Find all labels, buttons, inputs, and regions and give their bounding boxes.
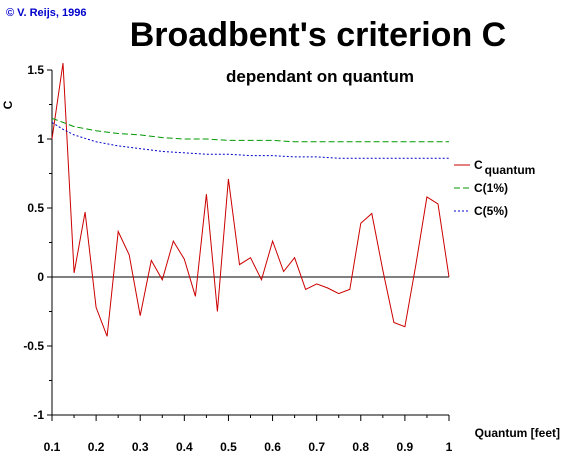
copyright-text: © V. Reijs, 1996 xyxy=(6,7,86,19)
series-line-1 xyxy=(51,63,450,337)
legend-label-subscript: quantum xyxy=(485,163,536,177)
y-tick-label: 1 xyxy=(37,132,44,146)
chart-subtitle: dependant on quantum xyxy=(226,67,414,86)
plot-area xyxy=(51,63,450,337)
x-tick-label: 0.2 xyxy=(88,440,105,454)
series-line-2 xyxy=(51,117,449,143)
legend-label-3: C(5%) xyxy=(474,204,508,218)
axes: 1.5 1 0.5 0 -0.5 -1 0.1 0.2 0.3 0.4 0.5 0.6 0.7 0.8 0.… xyxy=(23,63,452,454)
y-axis-label: C xyxy=(1,100,15,109)
x-tick-label: 0.9 xyxy=(397,440,414,454)
x-tick-label: 0.3 xyxy=(132,440,149,454)
x-tick-label: 0.8 xyxy=(352,440,369,454)
x-tick-label: 0.4 xyxy=(176,440,193,454)
x-tick-label: 0.5 xyxy=(220,440,237,454)
x-tick-label: 0.6 xyxy=(264,440,281,454)
chart-title: Broadbent's criterion C xyxy=(130,16,506,54)
y-tick-label: 0 xyxy=(37,270,44,284)
x-axis-label: Quantum [feet] xyxy=(475,426,560,440)
y-tick-label: -1 xyxy=(33,408,44,422)
legend-label-2: C(1%) xyxy=(474,181,508,195)
series-line-3 xyxy=(51,121,449,159)
x-tick-label: 0.1 xyxy=(44,440,61,454)
y-tick-label: 1.5 xyxy=(27,63,44,77)
x-tick-label: 0.7 xyxy=(308,440,325,454)
x-tick-label: 1 xyxy=(446,440,453,454)
y-tick-label: 0.5 xyxy=(27,201,44,215)
y-tick-label: -0.5 xyxy=(23,339,44,353)
